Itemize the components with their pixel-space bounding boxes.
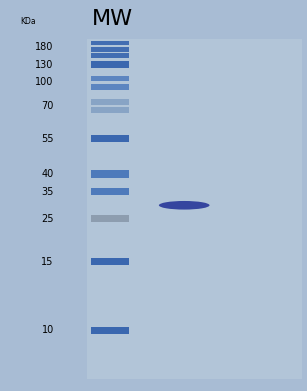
Text: 25: 25 bbox=[41, 214, 54, 224]
FancyBboxPatch shape bbox=[91, 258, 129, 265]
Ellipse shape bbox=[159, 201, 209, 210]
FancyBboxPatch shape bbox=[91, 84, 129, 90]
FancyBboxPatch shape bbox=[91, 53, 129, 58]
FancyBboxPatch shape bbox=[91, 61, 129, 68]
FancyBboxPatch shape bbox=[91, 99, 129, 105]
FancyBboxPatch shape bbox=[91, 170, 129, 178]
Text: 10: 10 bbox=[41, 325, 54, 335]
FancyBboxPatch shape bbox=[91, 327, 129, 334]
Text: 15: 15 bbox=[41, 257, 54, 267]
Text: 35: 35 bbox=[41, 187, 54, 197]
FancyBboxPatch shape bbox=[91, 108, 129, 113]
FancyBboxPatch shape bbox=[87, 39, 302, 379]
FancyBboxPatch shape bbox=[91, 76, 129, 81]
Text: 180: 180 bbox=[35, 42, 54, 52]
FancyBboxPatch shape bbox=[91, 47, 129, 52]
Text: 55: 55 bbox=[41, 134, 54, 144]
FancyBboxPatch shape bbox=[91, 41, 129, 45]
Text: 70: 70 bbox=[41, 100, 54, 111]
Text: KDa: KDa bbox=[20, 17, 36, 26]
FancyBboxPatch shape bbox=[91, 135, 129, 142]
Text: MW: MW bbox=[92, 9, 133, 29]
Text: 130: 130 bbox=[35, 59, 54, 70]
Text: 100: 100 bbox=[35, 77, 54, 87]
Text: 40: 40 bbox=[41, 169, 54, 179]
FancyBboxPatch shape bbox=[91, 188, 129, 195]
FancyBboxPatch shape bbox=[91, 215, 129, 222]
